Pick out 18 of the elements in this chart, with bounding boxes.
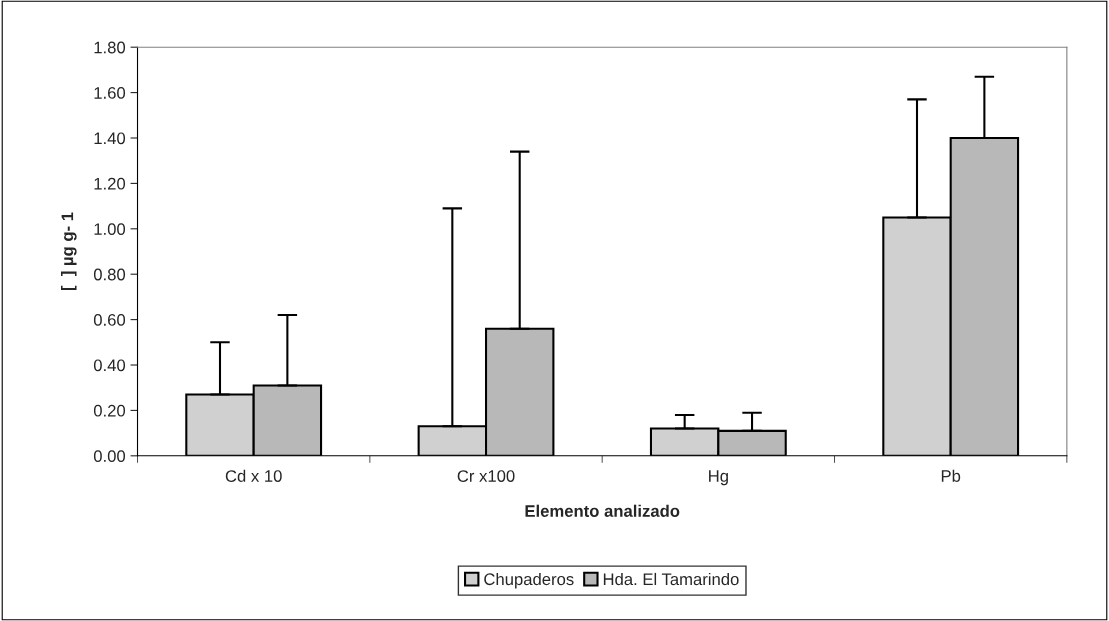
y-tick-label: 1.20 (94, 177, 126, 190)
y-tick-label: 0.80 (93, 268, 126, 281)
y-tick-label: 0.60 (93, 314, 126, 326)
y-tick-label: 1.60 (94, 87, 126, 99)
legend-label: Hda. El Tamarindo (603, 572, 739, 586)
legend-label: Chupaderos (484, 572, 574, 589)
x-tick-label: Hg (709, 470, 728, 486)
y-tick-label: 1.80 (94, 41, 126, 54)
x-axis-title: Elemento analizado (525, 504, 680, 517)
y-tick-label: 0.40 (93, 359, 126, 372)
y-tick-label: 0.00 (93, 450, 126, 463)
y-tick-label: 1.40 (94, 132, 126, 145)
y-tick-label: 1.00 (94, 223, 126, 236)
x-tick-label: Pb (941, 469, 961, 482)
y-axis-title: [ ] µg g- 1 (61, 212, 77, 291)
y-tick-label: 0.20 (93, 404, 126, 417)
x-tick-label: Cr x100 (457, 470, 515, 482)
x-tick-label: Cd x 10 (225, 469, 282, 482)
